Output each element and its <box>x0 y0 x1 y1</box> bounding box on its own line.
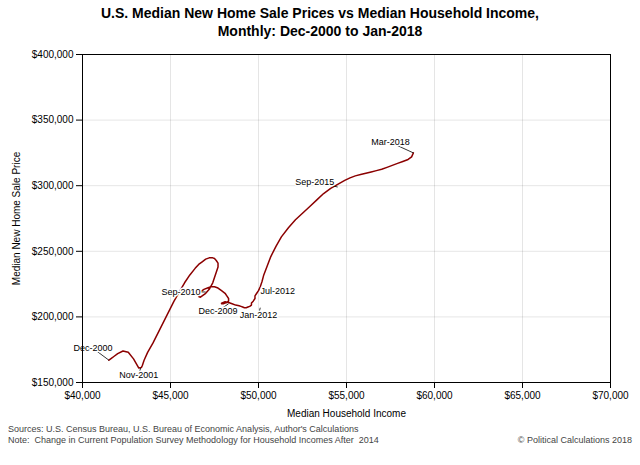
svg-text:Dec-2009: Dec-2009 <box>199 306 238 316</box>
svg-text:$400,000: $400,000 <box>32 49 74 60</box>
svg-text:$200,000: $200,000 <box>32 311 74 322</box>
svg-text:$65,000: $65,000 <box>504 390 541 401</box>
html-text:Monthly: Dec-2000 to Jan-2018: Monthly: Dec-2000 to Jan-2018 <box>217 23 423 39</box>
svg-text:Median New Home Sale Price: Median New Home Sale Price <box>11 151 22 285</box>
svg-text:Sep-2010: Sep-2010 <box>162 287 201 297</box>
svg-text:$50,000: $50,000 <box>240 390 277 401</box>
svg-text:$300,000: $300,000 <box>32 180 74 191</box>
html-text:Note: Change in Current Popula: Note: Change in Current Population Surve… <box>8 435 379 445</box>
svg-text:$55,000: $55,000 <box>328 390 365 401</box>
svg-text:$150,000: $150,000 <box>32 377 74 388</box>
svg-text:$250,000: $250,000 <box>32 246 74 257</box>
html-text:© Political Calculations 2018: © Political Calculations 2018 <box>517 435 632 445</box>
svg-text:Sep-2015: Sep-2015 <box>295 177 334 187</box>
svg-text:$60,000: $60,000 <box>416 390 453 401</box>
svg-text:Jan-2012: Jan-2012 <box>240 310 278 320</box>
svg-text:$40,000: $40,000 <box>64 390 101 401</box>
svg-text:Median Household Income: Median Household Income <box>287 408 406 419</box>
svg-text:Jul-2012: Jul-2012 <box>261 286 296 296</box>
svg-text:$350,000: $350,000 <box>32 114 74 125</box>
html-text:Sources: U.S. Census Bureau, U: Sources: U.S. Census Bureau, U.S. Bureau… <box>8 424 359 434</box>
svg-text:$45,000: $45,000 <box>152 390 189 401</box>
svg-text:$70,000: $70,000 <box>592 390 629 401</box>
svg-text:Dec-2000: Dec-2000 <box>74 343 113 353</box>
svg-text:Nov-2001: Nov-2001 <box>119 370 158 380</box>
html-text:U.S. Median New Home Sale Pric: U.S. Median New Home Sale Prices vs Medi… <box>101 5 539 21</box>
svg-text:Mar-2018: Mar-2018 <box>371 137 410 147</box>
